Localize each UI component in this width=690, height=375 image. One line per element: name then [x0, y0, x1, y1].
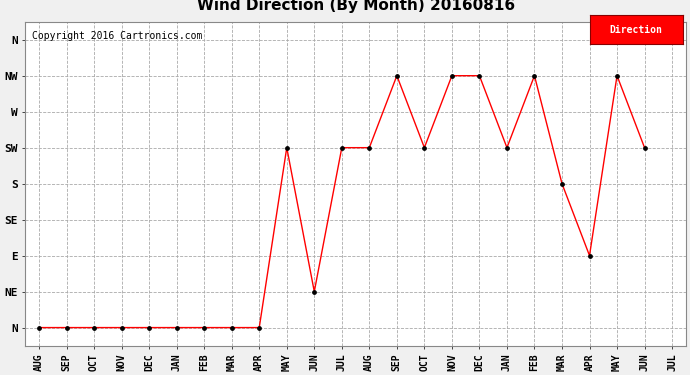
Point	[611, 73, 622, 79]
Point	[144, 325, 155, 331]
Point	[556, 181, 567, 187]
Point	[199, 325, 210, 331]
Point	[254, 325, 265, 331]
Point	[88, 325, 99, 331]
Point	[419, 145, 430, 151]
Point	[446, 73, 457, 79]
Point	[391, 73, 402, 79]
Title: Wind Direction (By Month) 20160816: Wind Direction (By Month) 20160816	[197, 0, 515, 13]
Point	[308, 289, 319, 295]
Point	[639, 145, 650, 151]
Point	[502, 145, 513, 151]
Point	[336, 145, 347, 151]
Point	[282, 145, 293, 151]
Point	[584, 253, 595, 259]
Point	[116, 325, 127, 331]
Text: Copyright 2016 Cartronics.com: Copyright 2016 Cartronics.com	[32, 32, 202, 42]
Point	[364, 145, 375, 151]
Point	[171, 325, 182, 331]
Point	[61, 325, 72, 331]
Point	[474, 73, 485, 79]
Point	[226, 325, 237, 331]
Point	[529, 73, 540, 79]
Point	[34, 325, 45, 331]
